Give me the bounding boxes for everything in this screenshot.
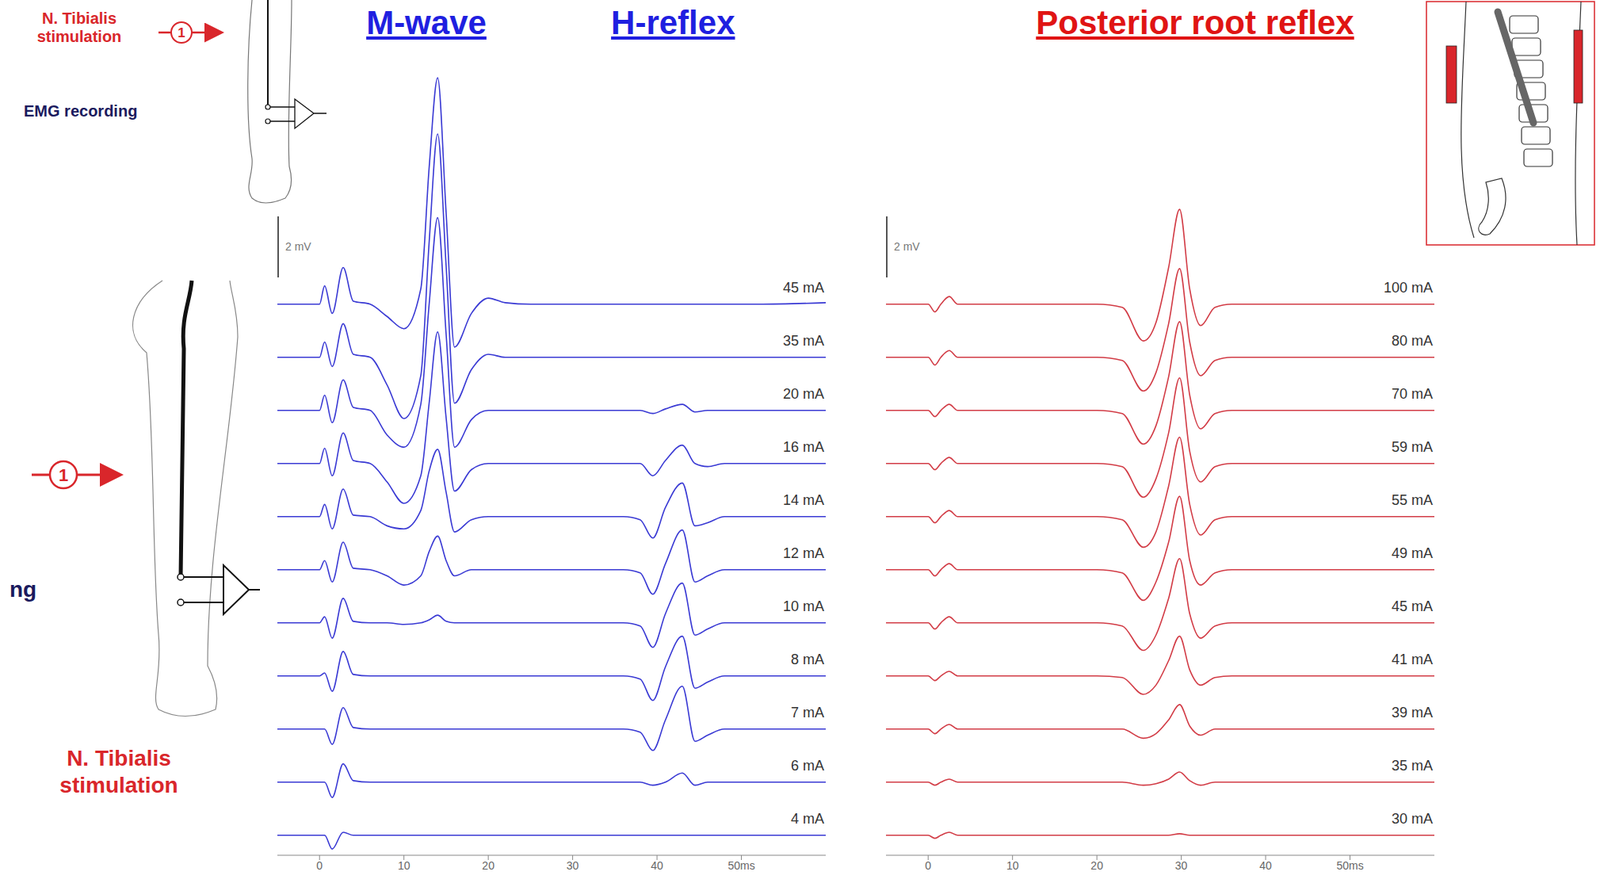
html-text:16 mA: 16 mA [782, 439, 825, 455]
svg-text:50ms: 50ms [727, 859, 755, 872]
html-text:45 mA: 45 mA [1391, 598, 1433, 615]
html-text:6 mA: 6 mA [790, 757, 825, 774]
html-text:2 mV: 2 mV [285, 240, 312, 254]
html-text:2 mV: 2 mV [893, 240, 920, 254]
html-text:41 mA: 41 mA [1391, 651, 1433, 668]
html-text:EMG recording: EMG recording [23, 102, 138, 120]
html-text:12 mA: 12 mA [782, 545, 825, 562]
html-text:45 mA: 45 mA [782, 279, 825, 296]
html-text:80 mA: 80 mA [1391, 332, 1433, 349]
svg-text:0: 0 [924, 859, 932, 872]
svg-text:30: 30 [1175, 859, 1188, 872]
html-text:H-reflex: H-reflex [611, 3, 736, 42]
html-text:70 mA: 70 mA [1391, 385, 1433, 402]
html-text:7 mA: 7 mA [790, 704, 825, 721]
html-text:35 mA: 35 mA [782, 332, 825, 349]
svg-text:20: 20 [1090, 859, 1104, 872]
svg-text:10: 10 [1006, 859, 1020, 872]
html-text:8 mA: 8 mA [790, 651, 825, 668]
html-text:14 mA: 14 mA [782, 492, 825, 508]
html-text:39 mA: 39 mA [1391, 704, 1433, 721]
html-text:10 mA: 10 mA [782, 598, 825, 615]
html-text:Posterior root reflex: Posterior root reflex [1035, 3, 1355, 42]
html-text:59 mA: 59 mA [1391, 439, 1433, 455]
html-text:N. Tibialis stimulation: N. Tibialis stimulation [59, 745, 179, 798]
html-text:N. Tibialis stimulation: N. Tibialis stimulation [37, 9, 122, 46]
html-text:55 mA: 55 mA [1391, 492, 1433, 508]
svg-text:50ms: 50ms [1336, 859, 1364, 872]
svg-text:20: 20 [481, 859, 495, 872]
html-text:4 mA: 4 mA [790, 810, 825, 827]
svg-text:0: 0 [316, 859, 323, 872]
svg-text:30: 30 [566, 859, 580, 872]
html-text:49 mA: 49 mA [1391, 545, 1433, 562]
html-text:30 mA: 30 mA [1391, 810, 1433, 827]
svg-text:40: 40 [1259, 859, 1272, 872]
html-text:M-wave: M-wave [366, 3, 487, 42]
svg-text:10: 10 [397, 859, 411, 872]
html-text:100 mA: 100 mA [1383, 279, 1433, 296]
html-text:20 mA: 20 mA [782, 385, 825, 402]
html-text:35 mA: 35 mA [1391, 757, 1433, 774]
svg-text:40: 40 [650, 859, 664, 872]
svg-text:1: 1 [177, 25, 185, 41]
html-text:ng: ng [9, 576, 37, 602]
svg-text:1: 1 [58, 465, 69, 485]
